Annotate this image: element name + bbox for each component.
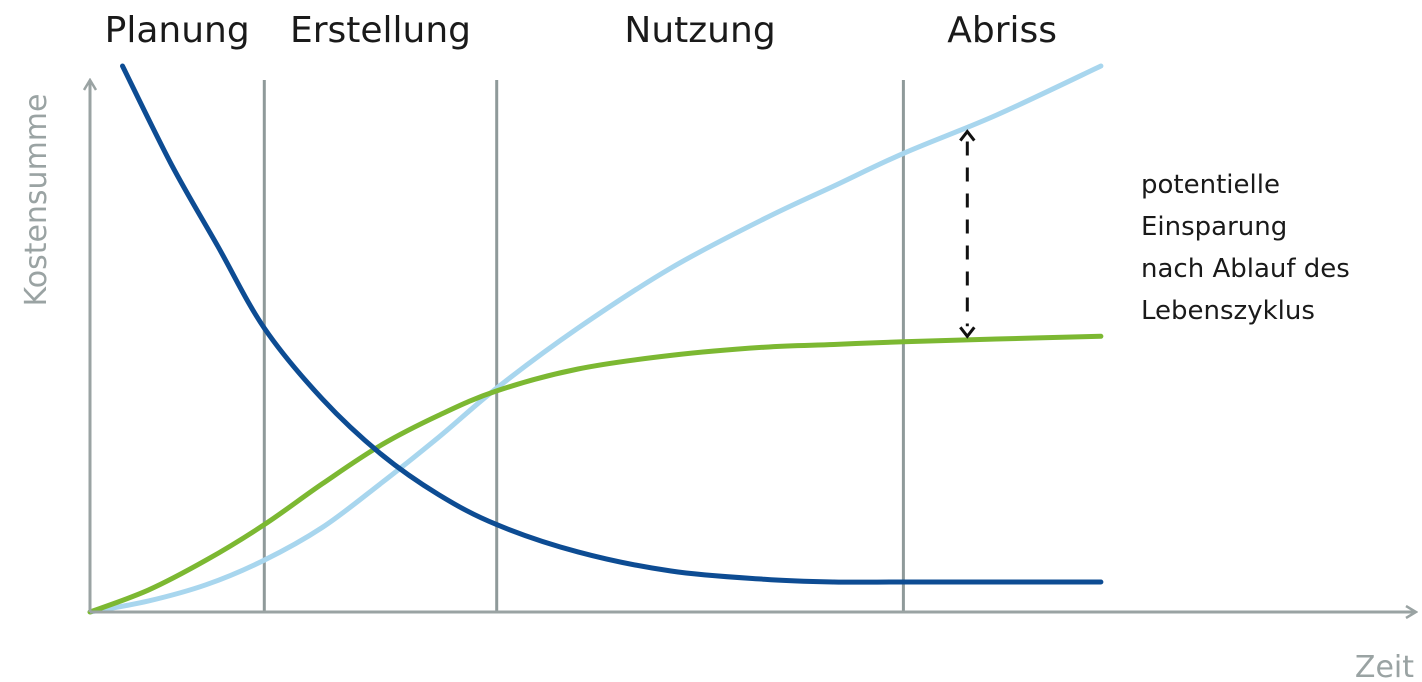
series-line-dark-blue <box>120 63 1104 585</box>
savings-annotation: potentielle Einsparung nach Ablauf des L… <box>1141 170 1350 326</box>
phase-label-planung: Planung <box>105 10 250 51</box>
phase-label-nutzung: Nutzung <box>624 10 775 51</box>
annotation-line: Lebenszyklus <box>1141 296 1315 326</box>
savings-arrow-head-down <box>959 326 976 339</box>
savings-arrow-head-up <box>959 129 976 142</box>
phase-labels: Planung Erstellung Nutzung Abriss <box>105 10 1057 51</box>
phase-label-abriss: Abriss <box>947 10 1057 51</box>
phase-label-erstellung: Erstellung <box>290 10 471 51</box>
y-axis-label: Kostensumme <box>19 94 54 307</box>
series-line-light-blue <box>87 63 1104 615</box>
annotation-line: potentielle <box>1141 170 1280 200</box>
annotation-line: Einsparung <box>1141 212 1287 242</box>
annotation-line: nach Ablauf des <box>1141 254 1350 284</box>
series-line-green <box>87 333 1104 615</box>
x-axis-label: Zeit <box>1355 650 1414 682</box>
savings-arrow <box>959 129 976 339</box>
series-lines <box>87 63 1104 615</box>
